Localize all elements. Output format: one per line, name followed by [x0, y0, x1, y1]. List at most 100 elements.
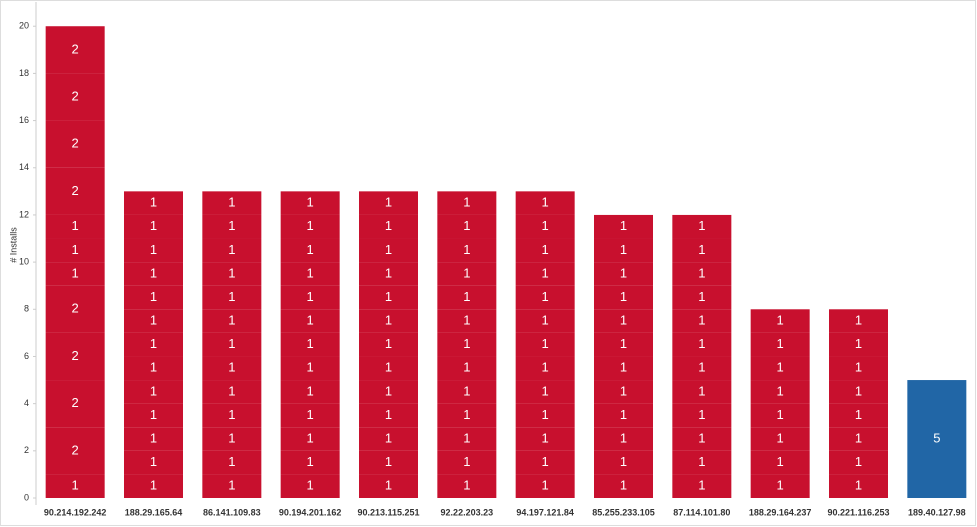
segment-label: 1: [228, 218, 235, 233]
bar-segment: [202, 309, 262, 333]
bar-segment: [750, 427, 810, 451]
bar-segment: [750, 450, 810, 475]
segment-label: 1: [698, 430, 705, 445]
bar-segment: [45, 285, 105, 333]
bar-segment: [45, 26, 105, 74]
segment-label: 1: [698, 454, 705, 469]
y-tick-label: 12: [19, 209, 29, 219]
segment-label: 1: [698, 478, 705, 493]
bar-segment: [202, 238, 262, 263]
segment-label: 1: [228, 407, 235, 422]
segment-label: 1: [150, 430, 157, 445]
segment-label: 1: [228, 289, 235, 304]
bar-segment: [359, 380, 418, 404]
bar-segment: [359, 191, 418, 215]
segment-label: 1: [620, 218, 627, 233]
bar-segment: [829, 427, 888, 451]
segment-label: 1: [150, 360, 157, 375]
segment-label: 2: [72, 183, 79, 198]
bar-segment: [280, 238, 340, 263]
bar-segment: [124, 285, 183, 310]
bar-segment: [202, 356, 262, 381]
segment-label: 1: [698, 289, 705, 304]
bar-segment: [124, 380, 183, 404]
segment-label: 1: [855, 360, 862, 375]
bar-segment: [124, 214, 183, 239]
bar-segment: [437, 474, 497, 498]
segment-label: 1: [463, 407, 470, 422]
bar-segment: [359, 285, 418, 310]
bar-segment: [359, 262, 418, 286]
segment-label: 1: [228, 360, 235, 375]
segment-label: 2: [72, 88, 79, 103]
segment-label: 1: [385, 313, 392, 328]
bar-segment: [280, 285, 340, 310]
bar-segment: [672, 450, 732, 475]
bar-segment: [202, 403, 262, 428]
bar-segment: [750, 332, 810, 357]
x-tick-label: 94.197.121.84: [516, 507, 574, 517]
bar-segment: [45, 262, 105, 286]
x-tick-label: 92.22.203.23: [441, 507, 494, 517]
segment-label: 1: [620, 478, 627, 493]
y-tick-label: 8: [24, 304, 29, 314]
segment-label: 1: [385, 242, 392, 257]
segment-label: 1: [777, 313, 784, 328]
segment-label: 1: [463, 430, 470, 445]
bar-segment: [907, 380, 967, 498]
bar-segment: [280, 356, 340, 381]
bar-segment: [829, 380, 888, 404]
bar-segment: [124, 238, 183, 263]
bar-segment: [750, 403, 810, 428]
segment-label: 2: [72, 136, 79, 151]
segment-label: 1: [777, 360, 784, 375]
bar-segment: [515, 403, 575, 428]
bar-segment: [124, 403, 183, 428]
bar-segment: [515, 285, 575, 310]
bar-segment: [515, 356, 575, 381]
segment-label: 1: [542, 242, 549, 257]
segment-label: 1: [542, 336, 549, 351]
segment-label: 1: [542, 313, 549, 328]
bar-segment: [437, 356, 497, 381]
bar-segment: [594, 285, 653, 310]
bar-segment: [672, 332, 732, 357]
bar-segment: [124, 450, 183, 475]
segment-label: 1: [150, 289, 157, 304]
segment-label: 1: [307, 454, 314, 469]
bar-segment: [45, 214, 105, 239]
bar-segment: [437, 403, 497, 428]
bar-segment: [750, 356, 810, 381]
segment-label: 1: [698, 242, 705, 257]
segment-label: 1: [228, 195, 235, 210]
segment-label: 1: [228, 430, 235, 445]
bar-segment: [594, 309, 653, 333]
segment-label: 1: [463, 313, 470, 328]
x-tick-label: 189.40.127.98: [908, 507, 966, 517]
y-tick-label: 2: [24, 445, 29, 455]
segment-label: 1: [150, 242, 157, 257]
bar-segment: [829, 450, 888, 475]
x-tick-label: 85.255.233.105: [592, 507, 655, 517]
segment-label: 1: [385, 195, 392, 210]
bar-segment: [124, 332, 183, 357]
segment-label: 1: [150, 407, 157, 422]
bar-segment: [672, 309, 732, 333]
bar-segment: [437, 380, 497, 404]
segment-label: 1: [777, 383, 784, 398]
segment-label: 1: [698, 336, 705, 351]
segment-label: 1: [698, 383, 705, 398]
bar-segment: [750, 380, 810, 404]
bar-segment: [359, 403, 418, 428]
bar-segment: [672, 238, 732, 263]
segment-label: 1: [463, 336, 470, 351]
segment-label: 1: [228, 454, 235, 469]
segment-label: 1: [307, 407, 314, 422]
segment-label: 1: [307, 218, 314, 233]
segment-label: 1: [150, 313, 157, 328]
y-tick-label: 4: [24, 398, 29, 408]
segment-label: 1: [620, 289, 627, 304]
bar-segment: [45, 120, 105, 168]
segment-label: 1: [385, 478, 392, 493]
